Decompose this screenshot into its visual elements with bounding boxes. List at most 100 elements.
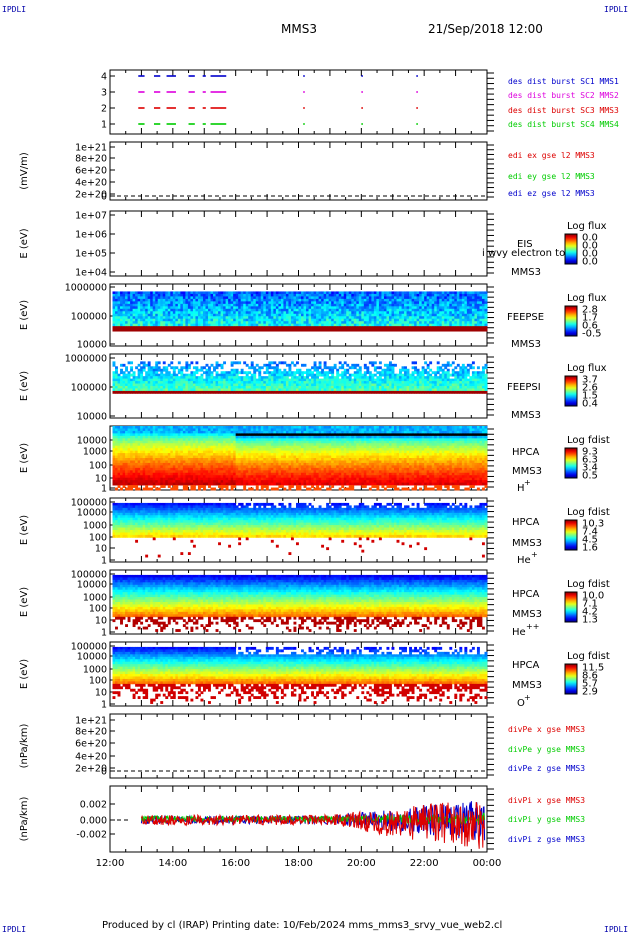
heatmap-cell (364, 319, 367, 322)
heatmap-cell (469, 366, 472, 369)
heatmap-cell (419, 291, 422, 294)
heatmap-cell (477, 326, 480, 329)
heatmap-cell (236, 291, 239, 294)
heatmap-cell (153, 321, 156, 324)
heatmap-cell (479, 316, 482, 319)
heatmap-cell (444, 319, 447, 322)
heatmap-cell (238, 296, 241, 299)
heatmap-cell (115, 468, 118, 471)
heatmap-cell (208, 391, 211, 394)
heatmap-cell (221, 299, 224, 302)
heatmap-cell (208, 304, 211, 307)
heatmap-cell (477, 301, 480, 304)
heatmap-cell (381, 329, 384, 332)
heatmap-cell (334, 376, 337, 379)
heatmap-cell (432, 296, 435, 299)
heatmap-cell (241, 369, 244, 372)
heatmap-cell (165, 319, 168, 322)
heatmap-cell (459, 294, 462, 297)
heatmap-cell (180, 321, 183, 324)
burst-interval (416, 75, 418, 77)
heatmap-cell (148, 361, 151, 364)
heatmap-cell (115, 470, 118, 473)
heatmap-cell (346, 384, 349, 387)
heatmap-cell (386, 296, 389, 299)
heatmap-cell (188, 299, 191, 302)
heatmap-cell (452, 316, 455, 319)
heatmap-cell (402, 374, 405, 377)
heatmap-cell (178, 304, 181, 307)
heatmap-cell (299, 311, 302, 314)
heatmap-cell (273, 296, 276, 299)
heatmap-cell (135, 314, 138, 317)
y-axis-label: (nPa/km) (19, 797, 30, 842)
heatmap-cell (271, 311, 274, 314)
heatmap-cell (175, 314, 178, 317)
heatmap-cell (125, 321, 128, 324)
heatmap-cell (472, 291, 475, 294)
heatmap-cell (371, 329, 374, 332)
heatmap-cell (236, 371, 239, 374)
heatmap-cell (306, 296, 309, 299)
heatmap-cell (474, 296, 477, 299)
heatmap-cell (414, 299, 417, 302)
heatmap-cell (160, 391, 163, 394)
heatmap-cell (409, 386, 412, 389)
heatmap-cell (233, 324, 236, 327)
heatmap-cell (218, 386, 221, 389)
heatmap-cell (417, 391, 420, 394)
heatmap-cell (339, 309, 342, 312)
heatmap-cell (276, 309, 279, 312)
heatmap-cell (243, 361, 246, 364)
heatmap-cell (251, 324, 254, 327)
heatmap-cell (364, 314, 367, 317)
heatmap-cell (145, 296, 148, 299)
heatmap-cell (361, 314, 364, 317)
heatmap-cell (402, 381, 405, 384)
heatmap-cell (261, 294, 264, 297)
heatmap-cell (389, 291, 392, 294)
heatmap-cell (123, 463, 126, 466)
heatmap-cell (427, 311, 430, 314)
heatmap-cell (278, 361, 281, 364)
heatmap-cell (128, 460, 131, 463)
heatmap-cell (120, 438, 123, 441)
heatmap-cell (469, 321, 472, 324)
heatmap-cell (206, 294, 209, 297)
y-tick-label: 1 (101, 484, 107, 495)
heatmap-cell (150, 324, 153, 327)
heatmap-cell (472, 296, 475, 299)
heatmap-cell (467, 291, 470, 294)
heatmap-cell (158, 386, 161, 389)
y-tick-label: 2 (101, 104, 107, 115)
y-tick-label: 1e+21 (75, 143, 107, 154)
heatmap-cell (261, 299, 264, 302)
heatmap-cell (319, 326, 322, 329)
heatmap-cell (404, 299, 407, 302)
heatmap-cell (381, 324, 384, 327)
heatmap-cell (115, 475, 118, 478)
heatmap-cell (477, 376, 480, 379)
heatmap-cell (258, 294, 261, 297)
heatmap-cell (407, 314, 410, 317)
heatmap-cell (331, 296, 334, 299)
heatmap-cell (231, 371, 234, 374)
heatmap-cell (263, 299, 266, 302)
heatmap-cell (346, 296, 349, 299)
heatmap-cell (422, 381, 425, 384)
heatmap-cell (183, 309, 186, 312)
heatmap-cell (118, 453, 121, 456)
heatmap-cell (115, 294, 118, 297)
heatmap-cell (170, 329, 173, 332)
heatmap-cell (145, 314, 148, 317)
heatmap-cell (218, 374, 221, 377)
y-tick-label: 1e+06 (75, 230, 107, 241)
heatmap-cell (158, 306, 161, 309)
heatmap-cell (447, 309, 450, 312)
heatmap-cell (198, 306, 201, 309)
burst-interval (138, 123, 144, 125)
heatmap-cell (271, 309, 274, 312)
heatmap-cell (477, 311, 480, 314)
heatmap-cell (113, 446, 116, 449)
heatmap-cell (243, 304, 246, 307)
